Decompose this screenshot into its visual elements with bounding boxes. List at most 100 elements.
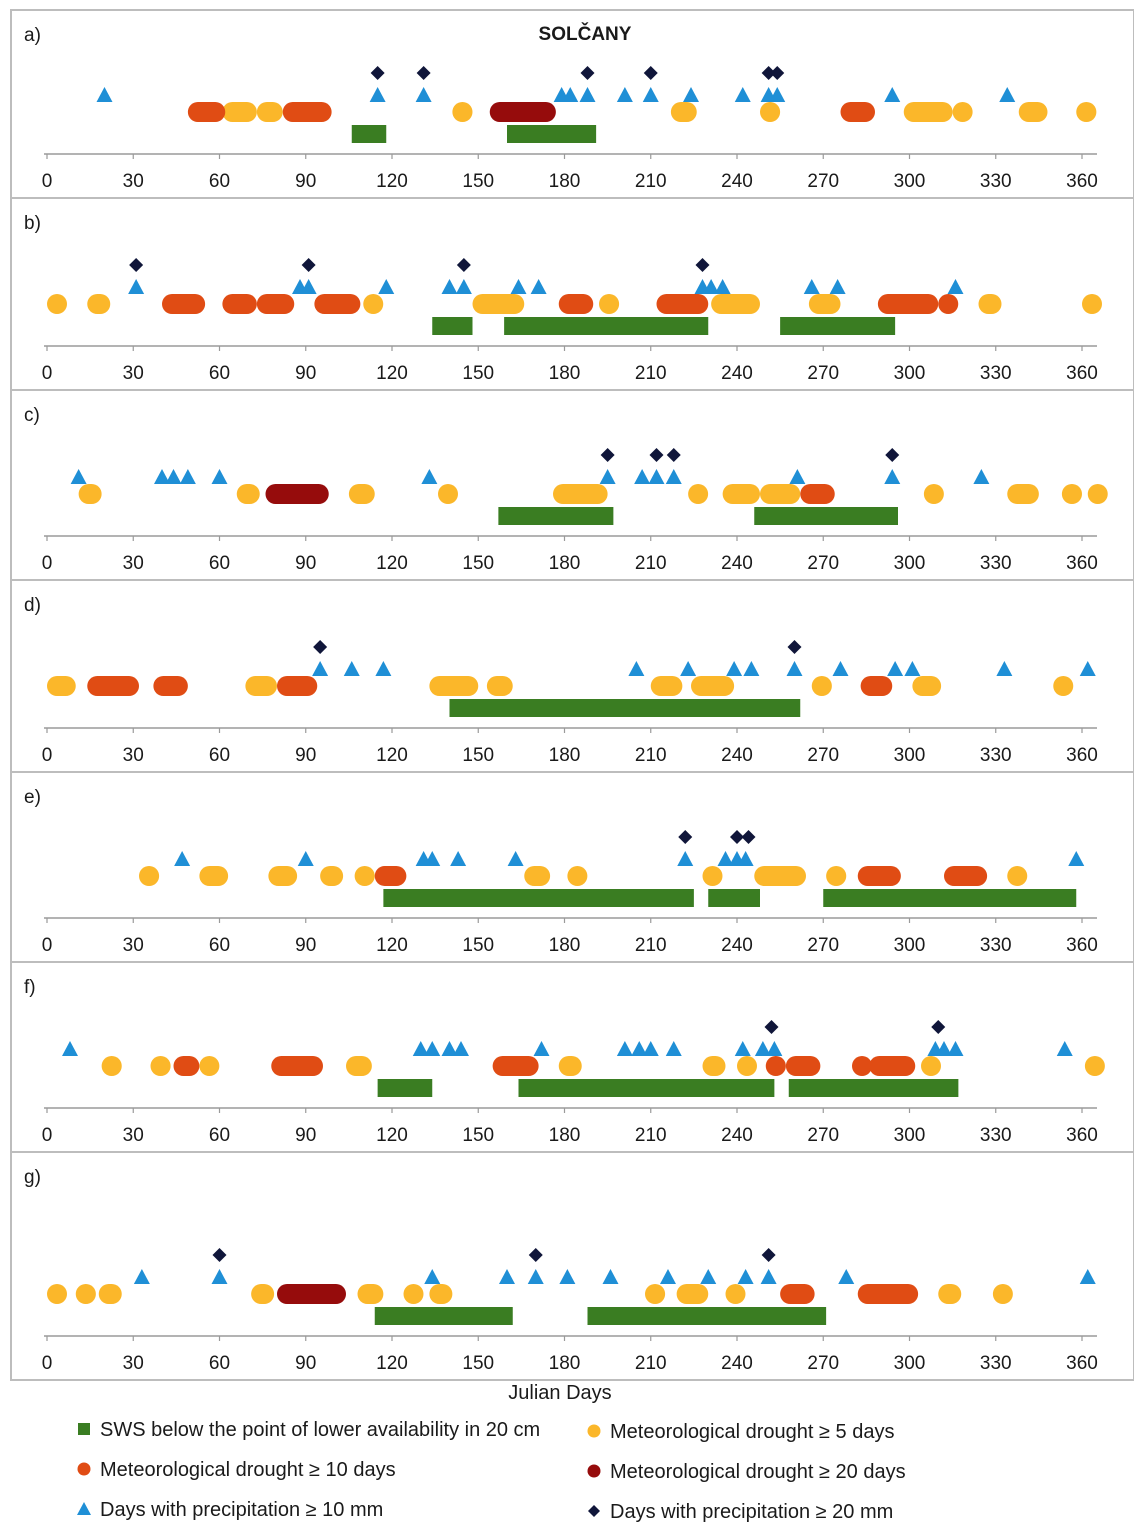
drought-5day-bar [222,102,257,122]
precip-20mm-marker [643,66,658,80]
precip-10mm-marker [999,87,1016,102]
drought-5day-bar [150,1056,171,1076]
x-tick-label: 0 [42,171,53,192]
x-tick-label: 240 [721,935,753,956]
precip-10mm-marker [312,661,329,676]
x-tick-label: 150 [462,171,494,192]
drought-5day-bar [1007,484,1039,504]
drought-5day-bar [978,294,1002,314]
precip-10mm-marker [743,661,760,676]
precip-10mm-marker [441,1041,458,1056]
x-tick-label: 60 [209,1125,230,1146]
x-tick-label: 240 [721,363,753,384]
drought-10day-bar [162,294,206,314]
x-tick-label: 330 [980,745,1012,766]
x-tick-label: 120 [376,1125,408,1146]
sws-bar [780,317,896,335]
precip-20mm-marker [761,66,776,80]
precip-10mm-marker [599,469,616,484]
precip-20mm-marker [761,1248,776,1262]
x-tick-label: 360 [1066,171,1098,192]
precip-10mm-marker [700,1269,717,1284]
x-tick-label: 30 [123,1125,144,1146]
drought-10day-bar [765,1056,786,1076]
x-tick-label: 210 [635,1353,667,1374]
precip-10mm-marker [789,469,806,484]
precip-10mm-marker [665,1041,682,1056]
x-tick-label: 60 [209,1353,230,1374]
x-tick-label: 240 [721,1125,753,1146]
drought-5day-bar [1018,102,1048,122]
x-tick-label: 90 [295,1353,316,1374]
precip-10mm-marker [421,469,438,484]
drought-10day-bar [852,1056,872,1076]
panel-label: c) [24,405,40,426]
drought-10day-bar [857,866,901,886]
x-tick-label: 180 [549,1353,581,1374]
x-tick-label: 360 [1066,553,1098,574]
drought-5day-bar [938,1284,962,1304]
drought-10day-bar [860,676,893,696]
x-tick-label: 300 [894,553,926,574]
precip-20mm-marker [764,1020,779,1034]
drought-5day-bar [320,866,344,886]
precip-20mm-marker [741,830,756,844]
precip-10mm-marker [412,1041,429,1056]
x-tick-label: 240 [721,553,753,574]
drought-5day-bar [139,866,160,886]
precip-20mm-marker [931,1020,946,1034]
x-tick-label: 180 [549,363,581,384]
precip-10mm-marker [786,661,803,676]
precip-10mm-marker [343,661,360,676]
precip-20mm-marker [370,66,385,80]
x-tick-label: 360 [1066,745,1098,766]
x-tick-label: 30 [123,935,144,956]
x-tick-label: 180 [549,1125,581,1146]
precip-10mm-marker [562,87,579,102]
x-tick-label: 330 [980,1353,1012,1374]
precip-10mm-marker [737,1269,754,1284]
legend-marker-drought20 [587,1464,601,1478]
sws-bar [377,1079,433,1097]
drought-20day-bar [277,1284,346,1304]
sws-bar [788,1079,959,1097]
x-tick-label: 300 [894,935,926,956]
precip-10mm-marker [375,661,392,676]
precip-10mm-marker [754,1041,771,1056]
precip-10mm-marker [415,87,432,102]
precip-10mm-marker [441,279,458,294]
precip-20mm-marker [666,448,681,462]
drought-5day-bar [1076,102,1097,122]
precip-20mm-marker [580,66,595,80]
precip-10mm-marker [832,661,849,676]
precip-10mm-marker [642,1041,659,1056]
drought-5day-bar [256,102,283,122]
precip-20mm-marker [528,1248,543,1262]
precip-10mm-marker [769,87,786,102]
precip-10mm-marker [680,661,697,676]
panel-4: d) 0 30 60 90 120 150 180 210 240 270 300 330 360 [10,579,1134,773]
precip-10mm-marker [530,279,547,294]
x-tick-label: 150 [462,553,494,574]
x-tick-label: 0 [42,1125,53,1146]
x-tick-label: 360 [1066,1125,1098,1146]
precip-10mm-marker [62,1041,78,1056]
x-tick-label: 90 [295,553,316,574]
x-tick-label: 150 [462,935,494,956]
drought-5day-bar [808,294,841,314]
precip-20mm-marker [695,258,710,272]
x-tick-label: 180 [549,553,581,574]
drought-5day-bar [75,1284,96,1304]
x-tick-label: 120 [376,553,408,574]
drought-20day-bar [265,484,329,504]
drought-5day-bar [826,866,847,886]
x-tick-label: 150 [462,745,494,766]
precip-10mm-marker [726,661,743,676]
x-tick-label: 30 [123,745,144,766]
drought-5day-bar [737,1056,757,1076]
x-tick-label: 300 [894,1125,926,1146]
drought-10day-bar [87,676,139,696]
precip-10mm-marker [533,1041,550,1056]
x-tick-label: 60 [209,553,230,574]
x-tick-label: 150 [462,1353,494,1374]
